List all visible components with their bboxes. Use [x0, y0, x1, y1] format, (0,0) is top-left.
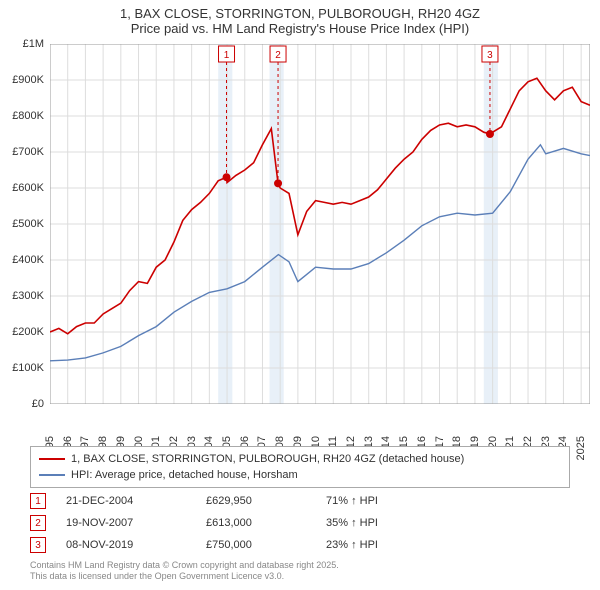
title-line1: 1, BAX CLOSE, STORRINGTON, PULBOROUGH, R…: [0, 6, 600, 21]
sale-date: 19-NOV-2007: [66, 517, 186, 529]
y-tick-label: £300K: [12, 290, 44, 302]
y-tick-label: £800K: [12, 110, 44, 122]
svg-text:3: 3: [487, 50, 493, 61]
y-tick-label: £100K: [12, 362, 44, 374]
svg-text:2: 2: [275, 50, 281, 61]
legend-swatch-1: [39, 458, 65, 460]
legend: 1, BAX CLOSE, STORRINGTON, PULBOROUGH, R…: [30, 446, 570, 488]
sale-row: 2 19-NOV-2007 £613,000 35% ↑ HPI: [30, 512, 570, 534]
legend-label-2: HPI: Average price, detached house, Hors…: [71, 469, 298, 481]
legend-swatch-2: [39, 474, 65, 476]
sale-hpi-change: 35% ↑ HPI: [326, 517, 446, 529]
sale-hpi-change: 71% ↑ HPI: [326, 495, 446, 507]
y-tick-label: £500K: [12, 218, 44, 230]
chart-titles: 1, BAX CLOSE, STORRINGTON, PULBOROUGH, R…: [0, 0, 600, 36]
sale-row: 3 08-NOV-2019 £750,000 23% ↑ HPI: [30, 534, 570, 556]
footnote-line2: This data is licensed under the Open Gov…: [30, 571, 570, 582]
y-tick-label: £900K: [12, 74, 44, 86]
y-tick-label: £700K: [12, 146, 44, 158]
sale-price: £613,000: [206, 517, 306, 529]
plot-svg: 1 2 3: [50, 44, 590, 404]
chart-container: 1, BAX CLOSE, STORRINGTON, PULBOROUGH, R…: [0, 0, 600, 590]
plot-area: 1 2 3: [50, 44, 590, 404]
sale-row: 1 21-DEC-2004 £629,950 71% ↑ HPI: [30, 490, 570, 512]
sale-price: £750,000: [206, 539, 306, 551]
sale-marker: 2: [30, 515, 46, 531]
legend-item-1: 1, BAX CLOSE, STORRINGTON, PULBOROUGH, R…: [39, 451, 561, 467]
sale-date: 08-NOV-2019: [66, 539, 186, 551]
sale-marker: 3: [30, 537, 46, 553]
sale-price: £629,950: [206, 495, 306, 507]
sale-marker: 1: [30, 493, 46, 509]
x-tick-label: 2025: [575, 436, 587, 460]
sales-table: 1 21-DEC-2004 £629,950 71% ↑ HPI 2 19-NOV-200…: [30, 490, 570, 556]
legend-label-1: 1, BAX CLOSE, STORRINGTON, PULBOROUGH, R…: [71, 453, 464, 465]
y-tick-label: £200K: [12, 326, 44, 338]
y-tick-label: £600K: [12, 182, 44, 194]
y-tick-label: £1M: [23, 38, 44, 50]
svg-text:1: 1: [224, 50, 230, 61]
y-axis-labels: £0£100K£200K£300K£400K£500K£600K£700K£80…: [0, 44, 48, 404]
y-tick-label: £400K: [12, 254, 44, 266]
legend-item-2: HPI: Average price, detached house, Hors…: [39, 467, 561, 483]
footnote-line1: Contains HM Land Registry data © Crown c…: [30, 560, 570, 571]
y-tick-label: £0: [32, 398, 44, 410]
footnote: Contains HM Land Registry data © Crown c…: [30, 560, 570, 582]
sale-date: 21-DEC-2004: [66, 495, 186, 507]
sale-hpi-change: 23% ↑ HPI: [326, 539, 446, 551]
title-line2: Price paid vs. HM Land Registry's House …: [0, 21, 600, 36]
x-axis-labels: 1995199619971998199920002001200220032004…: [50, 406, 590, 446]
